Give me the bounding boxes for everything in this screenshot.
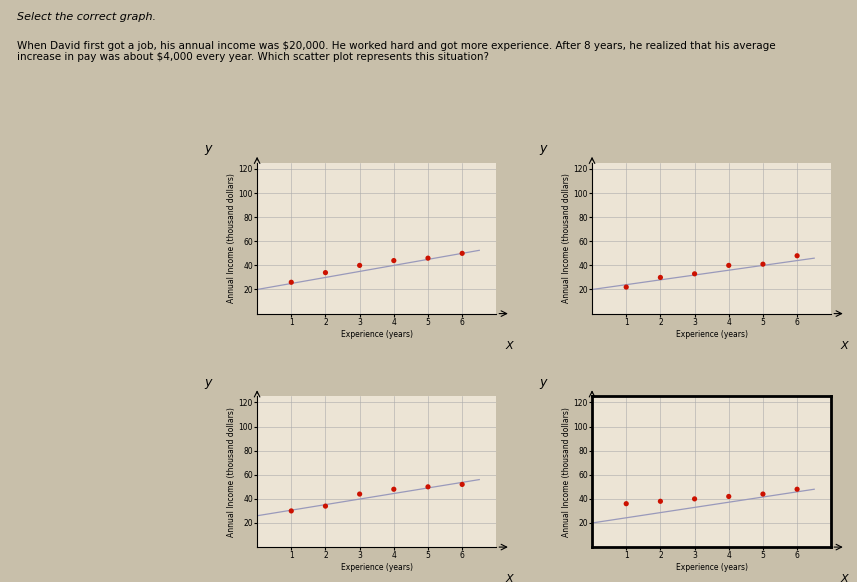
- Point: [319, 268, 333, 277]
- X-axis label: Experience (years): Experience (years): [341, 563, 413, 572]
- Point: [654, 496, 668, 506]
- Text: X: X: [506, 340, 513, 351]
- Text: y: y: [205, 143, 212, 155]
- Y-axis label: Annual Income (thousand dollars): Annual Income (thousand dollars): [561, 407, 571, 537]
- Point: [790, 485, 804, 494]
- Point: [687, 269, 701, 278]
- Point: [620, 499, 633, 508]
- X-axis label: Experience (years): Experience (years): [341, 329, 413, 339]
- Text: X: X: [841, 340, 848, 351]
- Text: X: X: [506, 574, 513, 582]
- X-axis label: Experience (years): Experience (years): [675, 563, 747, 572]
- Point: [455, 249, 469, 258]
- Y-axis label: Annual Income (thousand dollars): Annual Income (thousand dollars): [561, 173, 571, 303]
- Text: y: y: [539, 376, 547, 389]
- Point: [620, 282, 633, 292]
- Text: When David first got a job, his annual income was $20,000. He worked hard and go: When David first got a job, his annual i…: [17, 41, 776, 62]
- Point: [387, 485, 401, 494]
- Y-axis label: Annual Income (thousand dollars): Annual Income (thousand dollars): [226, 173, 236, 303]
- Point: [722, 492, 735, 501]
- Point: [455, 480, 469, 489]
- X-axis label: Experience (years): Experience (years): [675, 329, 747, 339]
- Point: [756, 489, 770, 499]
- Text: y: y: [205, 376, 212, 389]
- Text: y: y: [539, 143, 547, 155]
- Point: [353, 489, 367, 499]
- Point: [756, 260, 770, 269]
- Point: [790, 251, 804, 260]
- Text: X: X: [841, 574, 848, 582]
- Text: Select the correct graph.: Select the correct graph.: [17, 12, 156, 22]
- Point: [421, 254, 434, 263]
- Point: [654, 273, 668, 282]
- Point: [353, 261, 367, 270]
- Y-axis label: Annual Income (thousand dollars): Annual Income (thousand dollars): [226, 407, 236, 537]
- Point: [285, 506, 298, 516]
- Point: [722, 261, 735, 270]
- Point: [687, 494, 701, 503]
- Point: [319, 502, 333, 511]
- Point: [387, 256, 401, 265]
- Point: [285, 278, 298, 287]
- Point: [421, 482, 434, 491]
